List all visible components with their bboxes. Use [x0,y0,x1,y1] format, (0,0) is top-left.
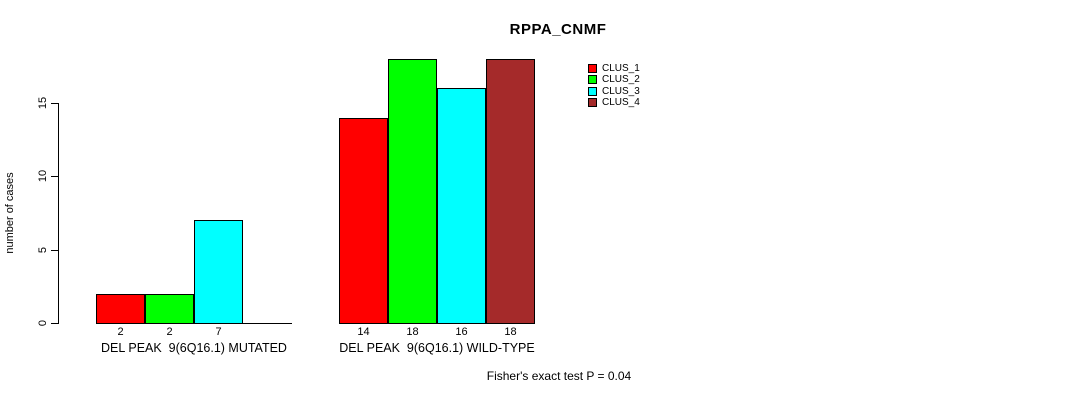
bar-value-label: 18 [406,326,419,338]
y-tick [51,176,58,177]
legend-swatch-clus-4 [588,98,597,108]
legend-swatch-clus-3 [588,86,597,96]
bar-clus_3-group1 [194,220,243,324]
y-tick-label: 15 [37,96,49,110]
group-label-wild-type: DEL PEAK 9(6Q16.1) WILD-TYPE [339,341,535,355]
bar-clus_2-group2 [388,59,437,324]
legend-swatch-clus-2 [588,75,597,85]
legend-item-clus-2: CLUS_2 [588,74,640,85]
legend-item-clus-1: CLUS_1 [588,63,640,74]
legend-label: CLUS_4 [602,97,640,109]
bar-clus_4-group2 [486,59,535,324]
y-tick-label: 0 [37,319,49,327]
bar-clus_2-group1 [145,294,194,324]
y-tick [51,103,58,104]
group-label-mutated: DEL PEAK 9(6Q16.1) MUTATED [101,341,287,355]
bar-value-label: 2 [166,326,173,338]
chart-title: RPPA_CNMF [509,21,607,38]
y-axis-title: number of cases [4,172,16,254]
y-axis-line [58,103,59,324]
legend: CLUS_1 CLUS_2 CLUS_3 CLUS_4 [588,63,640,108]
bar-clus_4-group1 [243,323,292,324]
legend-label: CLUS_2 [602,74,640,86]
bar-clus_1-group1 [96,294,145,324]
y-tick-label: 10 [37,169,49,183]
bar-value-label: 14 [357,326,370,338]
bar-value-label: 7 [215,326,222,338]
y-tick [51,323,58,324]
legend-item-clus-4: CLUS_4 [588,97,640,108]
bar-clus_3-group2 [437,88,486,324]
bar-value-label: 18 [504,326,517,338]
y-tick-label: 5 [37,246,49,254]
bar-value-label: 16 [455,326,468,338]
legend-label: CLUS_1 [602,63,640,75]
legend-swatch-clus-1 [588,64,597,74]
bar-value-label: 2 [117,326,124,338]
fisher-test-annotation: Fisher's exact test P = 0.04 [486,369,632,383]
bar-clus_1-group2 [339,118,388,324]
legend-item-clus-3: CLUS_3 [588,86,640,97]
y-tick [51,250,58,251]
legend-label: CLUS_3 [602,85,640,97]
